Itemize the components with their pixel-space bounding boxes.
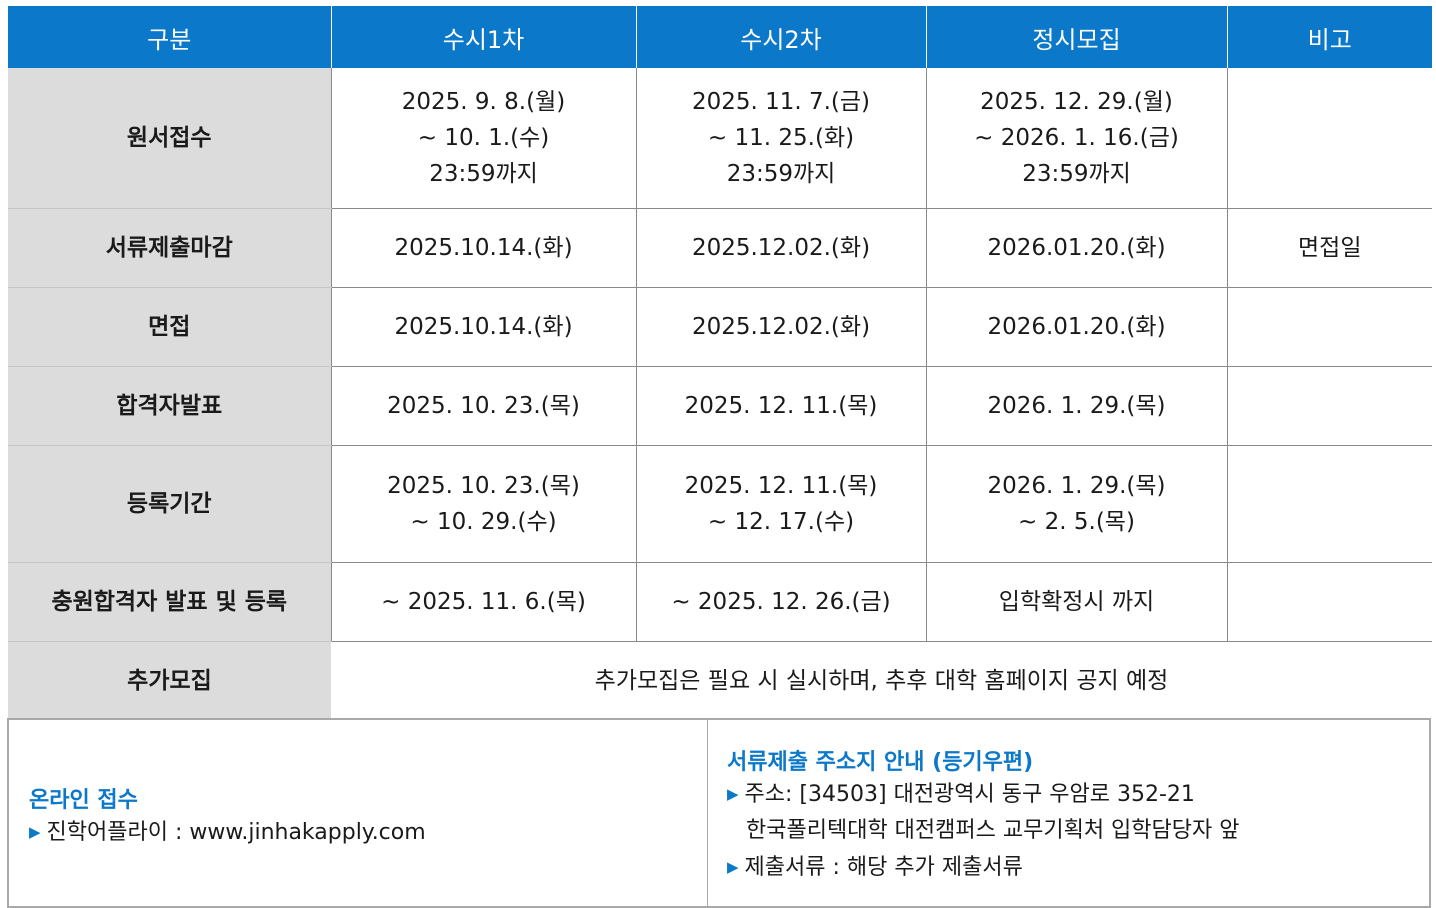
triangle-bullet-icon: ▶ <box>727 785 739 803</box>
cell-additional-pass-jeongsi: 입학확정시 까지 <box>925 562 1227 642</box>
cell-additional-pass-susi2: ~ 2025. 12. 26.(금) <box>635 562 926 642</box>
cell-registration-note <box>1226 445 1432 563</box>
cell-line: ~ 2026. 1. 16.(금) <box>974 125 1179 151</box>
triangle-bullet-icon: ▶ <box>727 858 739 876</box>
mail-documents-line: ▶ 제출서류 : 해당 추가 제출서류 <box>727 849 1240 886</box>
cell-line: 2025. 12. 29.(월) <box>980 89 1173 115</box>
cell-announcement-note <box>1226 366 1432 446</box>
info-box: 온라인 접수 ▶ 진학어플라이 : www.jinhakapply.com 서류제… <box>7 718 1431 908</box>
info-divider <box>707 720 708 906</box>
cell-line: ~ 11. 25.(화) <box>707 125 855 151</box>
cell-line: ~ 10. 1.(수) <box>417 125 550 151</box>
cell-documents-susi1: 2025.10.14.(화) <box>330 208 636 288</box>
header-susi2: 수시2차 <box>635 6 926 68</box>
cell-line: ~ 10. 29.(수) <box>410 509 557 535</box>
schedule-table: 구분 수시1차 수시2차 정시모집 비고 원서접수 2025. 9. 8.(월)… <box>8 6 1432 720</box>
cell-registration-susi2: 2025. 12. 11.(목) ~ 12. 17.(수) <box>635 445 926 563</box>
mail-documents-text: 제출서류 : 해당 추가 제출서류 <box>744 855 1023 880</box>
cell-registration-jeongsi: 2026. 1. 29.(목) ~ 2. 5.(목) <box>925 445 1227 563</box>
mail-address-line: ▶ 주소: [34503] 대전광역시 동구 우암로 352-21 <box>727 776 1240 813</box>
mail-submission-title: 서류제출 주소지 안내 (등기우편) <box>727 750 1034 775</box>
cell-additional-pass-note <box>1226 562 1432 642</box>
cell-line: 2025. 11. 7.(금) <box>691 89 871 115</box>
table-row-extra-recruit: 추가모집 추가모집은 필요 시 실시하며, 추후 대학 홈페이지 공지 예정 <box>8 641 1432 720</box>
cell-application-susi2: 2025. 11. 7.(금) ~ 11. 25.(화) 23:59까지 <box>635 68 926 209</box>
cell-interview-susi1: 2025.10.14.(화) <box>330 287 636 367</box>
table-row-additional-pass: 충원합격자 발표 및 등록 ~ 2025. 11. 6.(목) ~ 2025. … <box>8 562 1432 642</box>
online-apply-text: 진학어플라이 : www.jinhakapply.com <box>46 820 426 845</box>
cell-announcement-jeongsi: 2026. 1. 29.(목) <box>925 366 1227 446</box>
online-apply-title: 온라인 접수 <box>29 788 138 813</box>
cell-registration-susi1: 2025. 10. 23.(목) ~ 10. 29.(수) <box>330 445 636 563</box>
cell-announcement-susi1: 2025. 10. 23.(목) <box>330 366 636 446</box>
mail-recipient-line: 한국폴리텍대학 대전캠퍼스 교무기획처 입학담당자 앞 <box>746 818 1240 843</box>
cell-line: 23:59까지 <box>726 161 836 187</box>
cell-line: ~ 2. 5.(목) <box>1018 509 1135 535</box>
cell-application-susi1: 2025. 9. 8.(월) ~ 10. 1.(수) 23:59까지 <box>330 68 636 209</box>
row-label-documents: 서류제출마감 <box>8 208 331 288</box>
cell-line: 23:59까지 <box>429 161 538 187</box>
row-label-announcement: 합격자발표 <box>8 366 331 446</box>
cell-application-note <box>1226 68 1432 209</box>
header-susi1: 수시1차 <box>330 6 636 68</box>
cell-line: ~ 12. 17.(수) <box>707 509 855 535</box>
table-row-application: 원서접수 2025. 9. 8.(월) ~ 10. 1.(수) 23:59까지 … <box>8 68 1432 209</box>
cell-announcement-susi2: 2025. 12. 11.(목) <box>635 366 926 446</box>
table-row-interview: 면접 2025.10.14.(화) 2025.12.02.(화) 2026.01… <box>8 287 1432 367</box>
cell-extra-recruit-text: 추가모집은 필요 시 실시하며, 추후 대학 홈페이지 공지 예정 <box>594 668 1169 694</box>
row-label-application: 원서접수 <box>8 68 331 209</box>
header-category: 구분 <box>8 6 331 68</box>
row-label-extra-recruit: 추가모집 <box>8 641 331 720</box>
cell-interview-susi2: 2025.12.02.(화) <box>635 287 926 367</box>
cell-application-jeongsi: 2025. 12. 29.(월) ~ 2026. 1. 16.(금) 23:59… <box>925 68 1227 209</box>
cell-line: 2026. 1. 29.(목) <box>987 473 1166 499</box>
cell-line: 2025. 9. 8.(월) <box>401 89 566 115</box>
mail-submission-section: 서류제출 주소지 안내 (등기우편) ▶ 주소: [34503] 대전광역시 동구… <box>727 744 1240 886</box>
cell-documents-jeongsi: 2026.01.20.(화) <box>925 208 1227 288</box>
triangle-bullet-icon: ▶ <box>29 823 41 841</box>
table-row-documents: 서류제출마감 2025.10.14.(화) 2025.12.02.(화) 202… <box>8 208 1432 288</box>
cell-line: 23:59까지 <box>1022 161 1131 187</box>
cell-interview-note <box>1226 287 1432 367</box>
table-row-announcement: 합격자발표 2025. 10. 23.(목) 2025. 12. 11.(목) … <box>8 366 1432 446</box>
cell-interview-jeongsi: 2026.01.20.(화) <box>925 287 1227 367</box>
table-row-registration: 등록기간 2025. 10. 23.(목) ~ 10. 29.(수) 2025.… <box>8 445 1432 563</box>
mail-address-text: 주소: [34503] 대전광역시 동구 우암로 352-21 <box>744 782 1195 807</box>
online-apply-line: ▶ 진학어플라이 : www.jinhakapply.com <box>29 814 426 851</box>
cell-line: 2025. 10. 23.(목) <box>387 473 580 499</box>
online-apply-section: 온라인 접수 ▶ 진학어플라이 : www.jinhakapply.com <box>29 782 426 851</box>
header-jeongsi: 정시모집 <box>925 6 1227 68</box>
cell-documents-note: 면접일 <box>1226 208 1432 288</box>
row-label-registration: 등록기간 <box>8 445 331 563</box>
cell-additional-pass-susi1: ~ 2025. 11. 6.(목) <box>330 562 636 642</box>
cell-line: 2025. 12. 11.(목) <box>684 473 878 499</box>
cell-documents-susi2: 2025.12.02.(화) <box>635 208 926 288</box>
row-label-interview: 면접 <box>8 287 331 367</box>
row-label-additional-pass: 충원합격자 발표 및 등록 <box>8 562 331 642</box>
header-note: 비고 <box>1226 6 1432 68</box>
header-row: 구분 수시1차 수시2차 정시모집 비고 <box>8 6 1432 68</box>
